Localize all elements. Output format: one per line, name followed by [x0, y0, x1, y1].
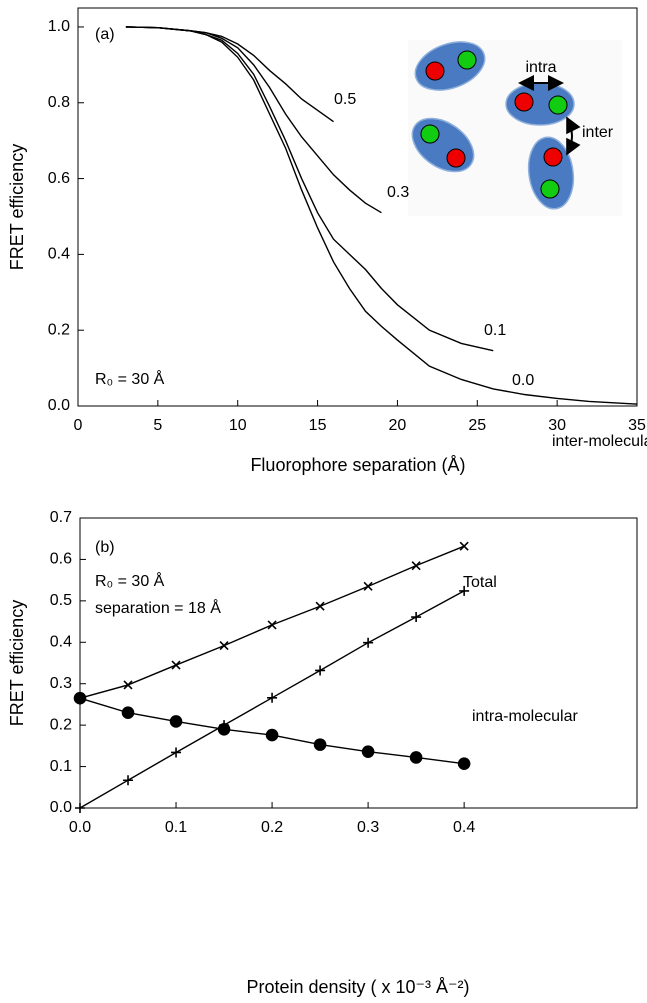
marker [265, 728, 279, 742]
series-label: 0.3 [387, 184, 409, 201]
plot-frame [77, 7, 638, 407]
marker [267, 692, 278, 703]
inset-diagram [408, 40, 622, 216]
x-tick-label: 5 [153, 417, 162, 434]
x-tick-label: 0.4 [453, 819, 475, 836]
annotation: inter [582, 124, 614, 141]
chart-panel: 0 5 10 15 20 25 30 35 0.0 0.2 0.4 0.6 0.8 1.0 Fluoroph… [7, 7, 646, 475]
y-tick-label: 0.0 [50, 799, 72, 816]
y-tick-label: 0.8 [48, 94, 70, 111]
x-tick-label: 0.1 [165, 819, 187, 836]
plot-frame [79, 517, 638, 809]
x-tick-label: 10 [229, 417, 247, 434]
marker [363, 637, 374, 648]
x-tick-label: 0.0 [69, 819, 91, 836]
marker [171, 747, 182, 758]
annotation: separation = 18 Å [95, 598, 221, 617]
y-tick-label: 0.1 [50, 758, 72, 775]
molecule [411, 117, 475, 173]
y-tick-label: 1.0 [48, 18, 70, 35]
y-tick-label: 0.2 [50, 716, 72, 733]
x-tick-label: 0.3 [357, 819, 379, 836]
x-tick-label: 20 [389, 417, 407, 434]
x-axis-label: Fluorophore separation (Å) [250, 455, 465, 475]
y-tick-label: 0.7 [50, 509, 72, 526]
marker [315, 665, 326, 676]
annotation: (b) [95, 539, 115, 556]
y-tick-label: 0.0 [48, 397, 70, 414]
molecule [414, 41, 486, 91]
series-label: intra-molecular [472, 708, 578, 725]
marker [459, 541, 469, 551]
y-tick-label: 0.2 [48, 321, 70, 338]
y-axis-label: FRET efficiency [7, 600, 27, 726]
annotation: (a) [95, 26, 115, 43]
y-tick-label: 0.6 [48, 170, 70, 187]
series-label: 0.5 [334, 91, 356, 108]
marker [363, 581, 373, 591]
y-tick-label: 0.4 [50, 634, 72, 651]
molecule [505, 82, 575, 126]
inter-arrow [566, 116, 581, 156]
annotation: R₀ = 30 Å [95, 369, 165, 388]
series-label: Total [463, 574, 497, 591]
y-axis-label: FRET efficiency [7, 144, 27, 270]
y-tick-label: 0.3 [50, 675, 72, 692]
marker [459, 585, 470, 596]
x-tick-label: 25 [468, 417, 486, 434]
marker [315, 601, 325, 611]
marker [169, 715, 183, 728]
x-axis-label: Protein density ( x 10⁻³ Å⁻²) [246, 977, 469, 997]
marker [123, 680, 133, 690]
y-tick-label: 0.4 [48, 246, 70, 263]
annotation: intra [525, 59, 556, 76]
x-tick-label: 15 [309, 417, 327, 434]
series-line [125, 26, 334, 123]
x-tick-label: 0 [74, 417, 83, 434]
marker [217, 722, 231, 736]
molecule [527, 136, 575, 210]
marker [411, 612, 422, 623]
marker [457, 757, 471, 770]
series-line [125, 26, 638, 405]
marker [121, 706, 135, 720]
chart-panel: 0.0 0.1 0.2 0.3 0.4 0.0 0.1 0.2 0.3 0.4 0.5 0.6 0.7 P… [7, 433, 647, 997]
marker [73, 691, 87, 705]
marker [411, 561, 421, 571]
marker [171, 660, 181, 670]
marker [313, 738, 327, 751]
marker [361, 745, 375, 758]
y-tick-label: 0.6 [50, 551, 72, 568]
x-tick-label: 30 [548, 417, 566, 434]
annotation: R₀ = 30 Å [95, 571, 165, 590]
marker [409, 751, 423, 764]
x-tick-label: 0.2 [261, 819, 283, 836]
series-label: 0.0 [512, 372, 534, 389]
y-tick-label: 0.5 [50, 592, 72, 609]
marker [75, 803, 85, 813]
series-line [125, 26, 494, 352]
x-tick-label: 35 [628, 417, 646, 434]
series-label: inter-molecular [552, 433, 647, 450]
marker [123, 775, 134, 786]
series-label: 0.1 [484, 322, 506, 339]
marker [267, 620, 277, 630]
marker [219, 641, 229, 651]
